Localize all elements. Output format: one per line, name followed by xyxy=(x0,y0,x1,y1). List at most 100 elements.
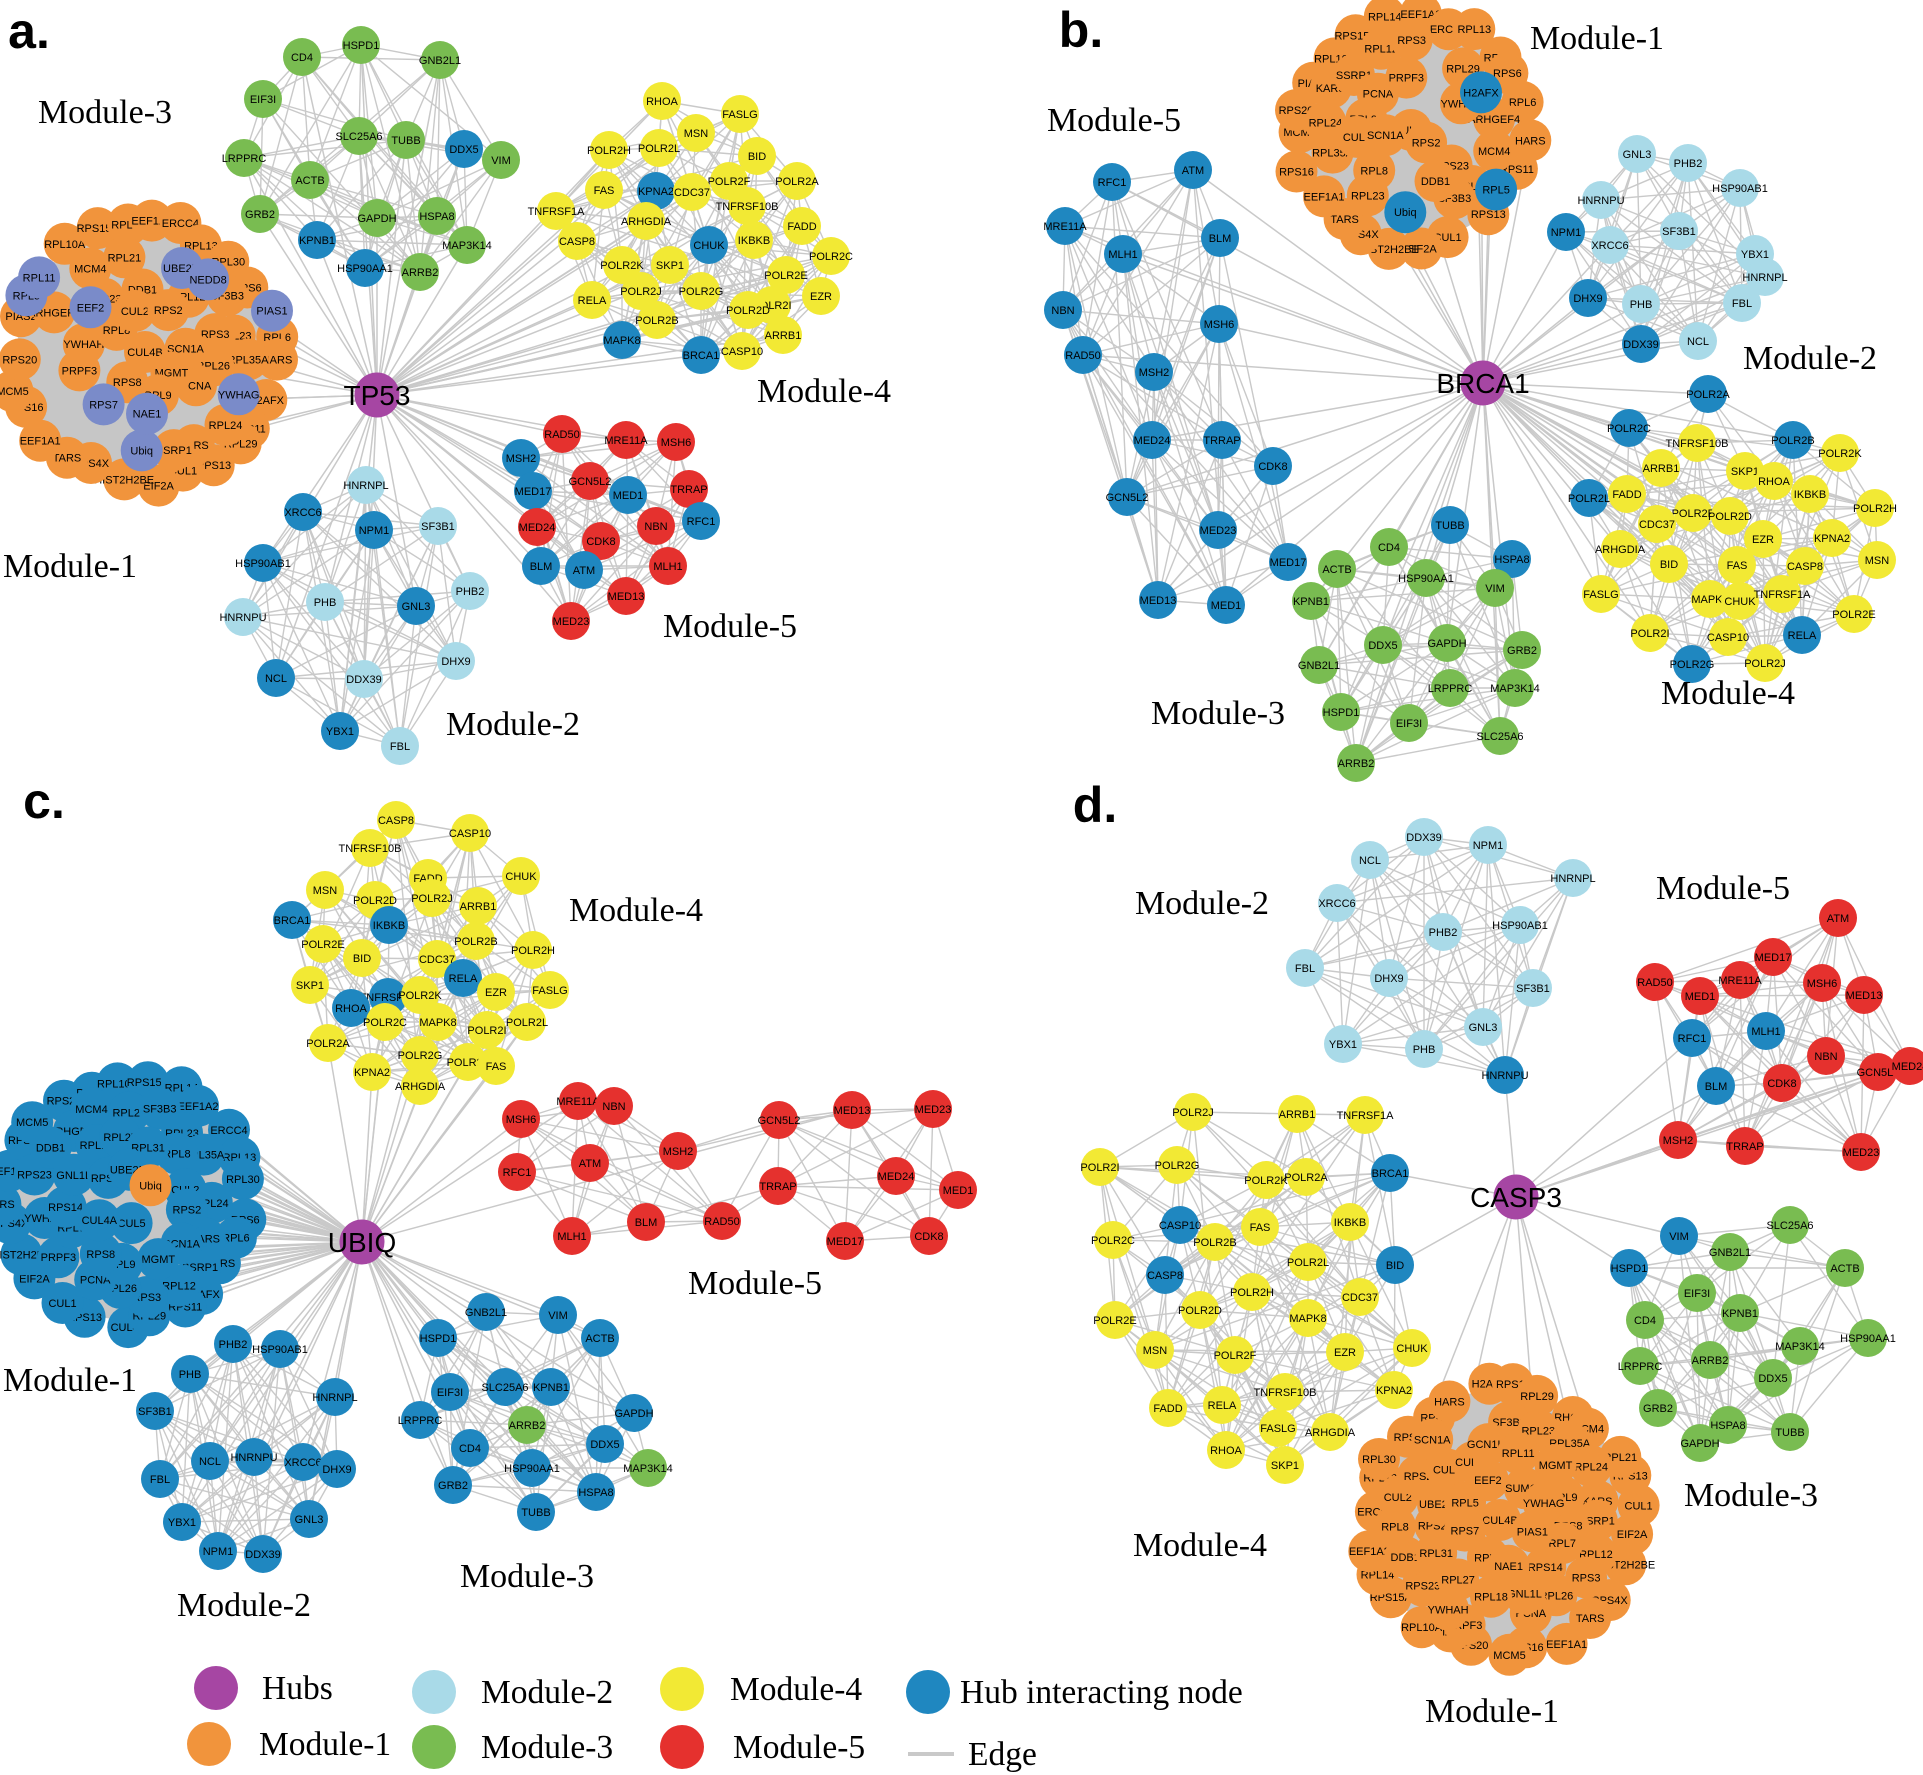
svg-text:MED24: MED24 xyxy=(519,522,556,534)
svg-text:PRPF3: PRPF3 xyxy=(1389,73,1424,85)
svg-text:RAD50: RAD50 xyxy=(544,429,579,441)
svg-text:RPL7: RPL7 xyxy=(1549,1538,1577,1550)
svg-text:NCL: NCL xyxy=(1687,336,1709,348)
svg-text:MAPK8: MAPK8 xyxy=(603,335,640,347)
svg-text:POLR2B: POLR2B xyxy=(1771,435,1814,447)
svg-text:SCN1A: SCN1A xyxy=(1414,1435,1451,1447)
svg-text:CUL4B: CUL4B xyxy=(127,347,162,359)
svg-text:LRPPRC: LRPPRC xyxy=(222,153,267,165)
svg-text:BRCA1: BRCA1 xyxy=(274,915,311,927)
svg-text:RPL27: RPL27 xyxy=(1441,1575,1475,1587)
svg-text:HSPD1: HSPD1 xyxy=(343,40,380,52)
svg-text:EIF2A: EIF2A xyxy=(1406,244,1437,256)
svg-text:POLR2I: POLR2I xyxy=(1630,628,1669,640)
svg-text:HNRNPL: HNRNPL xyxy=(1742,272,1787,284)
svg-text:KPNA2: KPNA2 xyxy=(638,186,674,198)
svg-text:NAE1: NAE1 xyxy=(133,409,162,421)
svg-text:CUL2: CUL2 xyxy=(121,306,149,318)
svg-text:RPL30: RPL30 xyxy=(226,1174,260,1186)
svg-text:MSH2: MSH2 xyxy=(1663,1135,1694,1147)
svg-text:RPL12: RPL12 xyxy=(1364,44,1398,56)
svg-text:TUBB: TUBB xyxy=(521,1507,550,1519)
svg-text:H2AFX: H2AFX xyxy=(1463,87,1499,99)
svg-text:HSPA8: HSPA8 xyxy=(419,211,454,223)
svg-text:EEF2: EEF2 xyxy=(1474,1475,1502,1487)
svg-text:POLR2K: POLR2K xyxy=(398,990,442,1002)
svg-text:FAS: FAS xyxy=(1727,560,1748,572)
svg-text:POLR2J: POLR2J xyxy=(620,286,662,298)
svg-text:RPL11: RPL11 xyxy=(1502,1448,1535,1460)
svg-text:SSRP1: SSRP1 xyxy=(156,445,192,457)
svg-text:TRRAP: TRRAP xyxy=(1726,1141,1763,1153)
svg-text:MCM4: MCM4 xyxy=(75,1104,107,1116)
svg-text:CDC37: CDC37 xyxy=(1342,1292,1378,1304)
svg-text:CHUK: CHUK xyxy=(1724,596,1756,608)
svg-text:FASLG: FASLG xyxy=(1260,1423,1295,1435)
svg-text:CDC37: CDC37 xyxy=(419,954,455,966)
svg-text:DDX5: DDX5 xyxy=(449,144,478,156)
svg-text:POLR2A: POLR2A xyxy=(306,1038,350,1050)
svg-text:MLH1: MLH1 xyxy=(1751,1026,1780,1038)
svg-text:HNRNPU: HNRNPU xyxy=(1481,1070,1528,1082)
svg-text:POLR2E: POLR2E xyxy=(764,270,807,282)
svg-text:NCL: NCL xyxy=(199,1456,221,1468)
svg-text:GNB2L1: GNB2L1 xyxy=(1709,1247,1751,1259)
svg-text:CD4: CD4 xyxy=(459,1443,481,1455)
svg-text:POLR2K: POLR2K xyxy=(1244,1175,1288,1187)
svg-text:MSN: MSN xyxy=(313,885,338,897)
svg-text:FADD: FADD xyxy=(1612,489,1641,501)
svg-text:PHB2: PHB2 xyxy=(456,586,485,598)
svg-text:ACTB: ACTB xyxy=(585,1333,614,1345)
svg-text:DDB1: DDB1 xyxy=(1391,1552,1420,1564)
svg-text:CASP8: CASP8 xyxy=(1147,1270,1183,1282)
svg-text:MAPK8: MAPK8 xyxy=(419,1017,456,1029)
svg-text:VIM: VIM xyxy=(491,155,511,167)
svg-text:SF3B3: SF3B3 xyxy=(143,1104,177,1116)
svg-text:GNB2L1: GNB2L1 xyxy=(419,55,461,67)
svg-text:SF3B1: SF3B1 xyxy=(421,521,455,533)
svg-text:RPS13: RPS13 xyxy=(1471,209,1506,221)
svg-text:POLR2L: POLR2L xyxy=(1568,493,1610,505)
svg-text:BID: BID xyxy=(353,953,371,965)
svg-text:Hubs: Hubs xyxy=(262,1670,333,1707)
svg-text:POLR2C: POLR2C xyxy=(1091,1235,1135,1247)
svg-text:GAPDH: GAPDH xyxy=(1680,1438,1719,1450)
svg-text:GNL1L: GNL1L xyxy=(56,1170,91,1182)
svg-text:RPS2: RPS2 xyxy=(1404,1471,1433,1483)
svg-text:HIST2H2BE: HIST2H2BE xyxy=(94,474,154,486)
svg-text:GRB2: GRB2 xyxy=(1507,645,1537,657)
svg-text:EEF1A1: EEF1A1 xyxy=(20,436,61,448)
svg-text:TNFRSF1A: TNFRSF1A xyxy=(528,206,586,218)
svg-text:PHB: PHB xyxy=(1413,1044,1436,1056)
svg-text:XRCC6: XRCC6 xyxy=(1318,898,1355,910)
svg-text:PHB: PHB xyxy=(179,1369,202,1381)
svg-text:YBX1: YBX1 xyxy=(1741,249,1769,261)
svg-text:CUL1: CUL1 xyxy=(48,1298,76,1310)
svg-text:TRRAP: TRRAP xyxy=(759,1181,796,1193)
svg-text:RPS8: RPS8 xyxy=(86,1249,115,1261)
svg-text:MAPK8: MAPK8 xyxy=(1691,594,1728,606)
svg-text:MED1: MED1 xyxy=(1685,991,1716,1003)
svg-text:LRPPRC: LRPPRC xyxy=(1428,683,1473,695)
svg-text:FADD: FADD xyxy=(787,221,816,233)
svg-text:DDX39: DDX39 xyxy=(1623,339,1658,351)
svg-text:MED13: MED13 xyxy=(834,1105,871,1117)
svg-text:XRCC6: XRCC6 xyxy=(284,507,321,519)
svg-text:POLR2E: POLR2E xyxy=(301,939,344,951)
svg-text:ARHGDIA: ARHGDIA xyxy=(395,1081,446,1093)
svg-text:Module-2: Module-2 xyxy=(1743,340,1877,377)
svg-text:TP53: TP53 xyxy=(344,380,411,411)
svg-text:GRB2: GRB2 xyxy=(245,209,275,221)
svg-text:ARHGDIA: ARHGDIA xyxy=(1595,544,1646,556)
svg-text:LRPPRC: LRPPRC xyxy=(1618,1361,1663,1373)
svg-text:Module-1: Module-1 xyxy=(259,1726,391,1763)
svg-text:HSP90AB1: HSP90AB1 xyxy=(252,1344,308,1356)
svg-text:Edge: Edge xyxy=(968,1736,1037,1773)
svg-text:NBN: NBN xyxy=(644,521,667,533)
svg-text:HNRNPL: HNRNPL xyxy=(1550,873,1595,885)
svg-text:Module-4: Module-4 xyxy=(569,892,703,929)
svg-text:RPL21: RPL21 xyxy=(1603,1452,1637,1464)
svg-text:ARHGEF4: ARHGEF4 xyxy=(28,307,80,319)
svg-text:CDK8: CDK8 xyxy=(1767,1078,1796,1090)
svg-text:EEF2: EEF2 xyxy=(77,302,105,314)
